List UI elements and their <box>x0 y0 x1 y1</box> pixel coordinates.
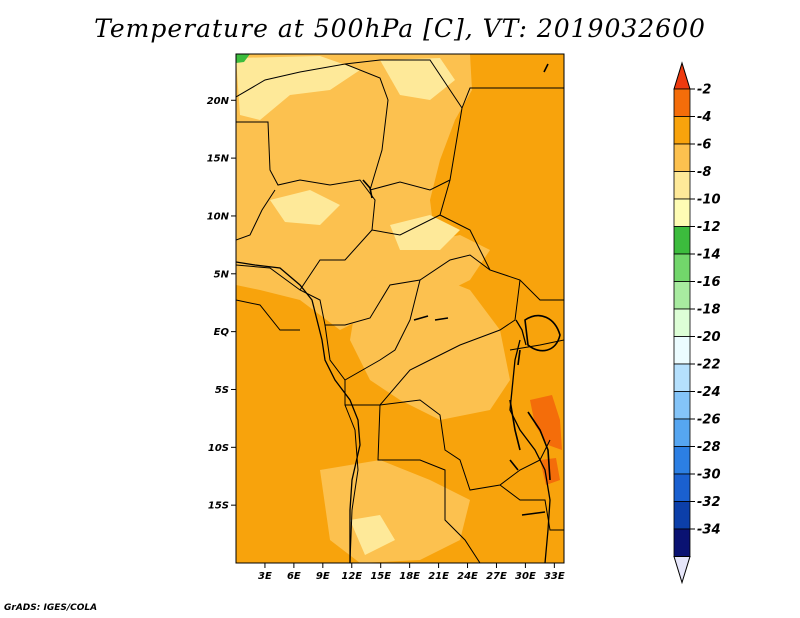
lat-tick-label: 5N <box>214 269 230 280</box>
colorbar-label: -30 <box>697 468 721 483</box>
warm-fill-region-central <box>350 270 510 420</box>
colorbar-label: -34 <box>697 523 721 538</box>
colorbar-label: -4 <box>697 110 711 125</box>
lat-tick-label: 20N <box>207 96 230 107</box>
colorbar-label: -12 <box>697 220 721 235</box>
lon-tick-label: 12E <box>341 571 362 582</box>
colorbar-swatch <box>673 473 691 502</box>
colorbar-label: -20 <box>697 330 721 345</box>
lat-tick-label: 5S <box>215 385 229 396</box>
lat-tick-label: 10N <box>207 211 230 222</box>
cool-fill-region-south <box>350 515 395 555</box>
colorbar-label: -24 <box>697 385 721 400</box>
colorbar-swatch <box>673 226 691 255</box>
colorbar-label: -8 <box>697 165 711 180</box>
country-borders <box>236 59 564 563</box>
credit-text: GrADS: IGES/COLA <box>4 603 98 613</box>
colorbar-swatch <box>673 418 691 447</box>
lon-tick-label: 18E <box>399 571 420 582</box>
colorbar-swatch <box>673 281 691 310</box>
colorbar-swatch <box>673 253 691 282</box>
colorbar-swatch <box>673 391 691 420</box>
lat-tick-label: EQ <box>214 327 230 338</box>
colorbar-swatch <box>673 528 691 557</box>
colorbar-label: -26 <box>697 413 721 428</box>
colorbar-label: -32 <box>697 495 721 510</box>
lon-tick-label: 24E <box>457 571 478 582</box>
cool-fill-region-north-2 <box>270 190 340 225</box>
colorbar-label: -22 <box>697 358 721 373</box>
lat-tick-label: 15S <box>208 501 229 512</box>
longitude-axis: 3E 6E 9E 12E 15E 18E 21E 24E 27E 30E 33E <box>258 563 565 582</box>
map-plot-area <box>236 54 564 563</box>
colorbar-swatch <box>673 198 691 227</box>
colorbar-bottom-arrow <box>673 556 691 585</box>
coastline <box>236 261 551 563</box>
lon-tick-label: 27E <box>486 571 507 582</box>
colorbar-label: -14 <box>697 248 721 263</box>
colorbar-legend: -2 -4 -6 -8 -10 -12 -14 -16 -18 -20 -22 -24 -26 -28 -3… <box>673 61 721 585</box>
colorbar-swatch <box>673 501 691 530</box>
lakes <box>362 63 561 516</box>
lon-tick-label: 33E <box>544 571 565 582</box>
latitude-axis: 20N 15N 10N 5N EQ 5S 10S 15S <box>207 96 236 512</box>
lon-tick-label: 3E <box>258 571 272 582</box>
warm-fill-region-north <box>236 54 490 330</box>
colorbar-label: -10 <box>697 193 721 208</box>
lon-tick-label: 21E <box>428 571 449 582</box>
colorbar-swatch <box>673 116 691 145</box>
green-fill-region <box>236 54 250 63</box>
lon-tick-label: 15E <box>370 571 391 582</box>
colorbar-label: -18 <box>697 303 721 318</box>
colorbar-swatch <box>673 308 691 337</box>
colorbar-swatch <box>673 446 691 475</box>
map-frame <box>235 53 565 564</box>
colorbar-swatch <box>673 143 691 172</box>
hot-fill-region-east <box>530 395 562 450</box>
colorbar-swatch <box>673 363 691 392</box>
colorbar-label: -16 <box>697 275 721 290</box>
colorbar-label: -6 <box>697 138 711 153</box>
colorbar-label: -28 <box>697 440 721 455</box>
colorbar-swatch <box>673 171 691 200</box>
lat-tick-label: 15N <box>207 154 230 165</box>
colorbar-label: -2 <box>697 83 711 98</box>
colorbar-swatch <box>673 336 691 365</box>
lon-tick-label: 6E <box>287 571 301 582</box>
colorbar-swatch <box>673 88 691 117</box>
cool-fill-region-central <box>390 215 460 250</box>
cool-fill-region-north <box>236 56 360 120</box>
lat-tick-label: 10S <box>208 443 229 454</box>
chart-title: Temperature at 500hPa [C], VT: 201903260… <box>94 14 706 43</box>
colorbar-top-arrow <box>673 61 691 90</box>
lon-tick-label: 30E <box>515 571 536 582</box>
lon-tick-label: 9E <box>316 571 330 582</box>
